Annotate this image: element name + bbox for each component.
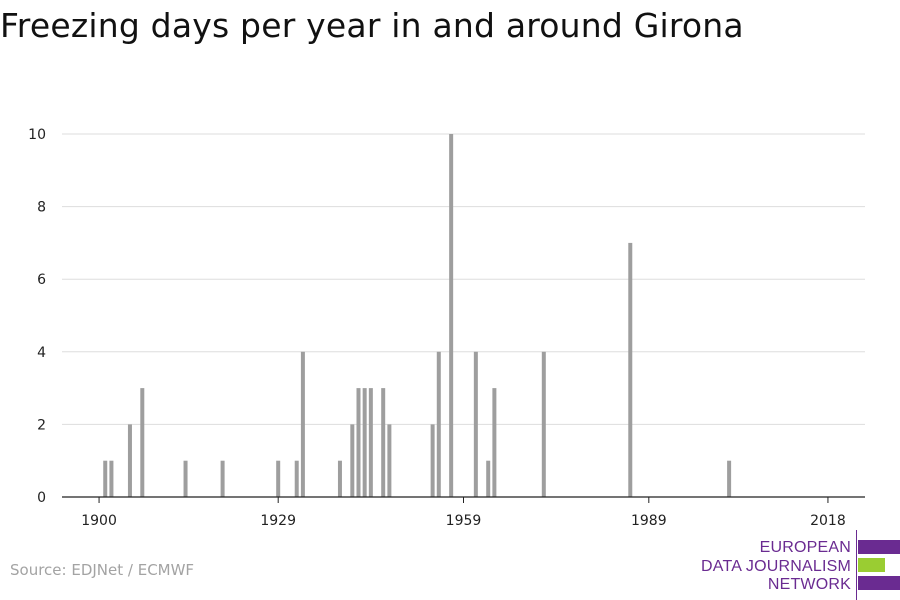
logo-divider [856, 530, 857, 600]
logo-line-3: NETWORK [767, 576, 851, 593]
y-tick-label: 6 [37, 272, 46, 288]
edjnet-logo[interactable]: EUROPEAN DATA JOURNALISM NETWORK [700, 530, 900, 600]
y-tick-label: 0 [37, 490, 46, 506]
bar [294, 460, 299, 497]
logo-line-1: EUROPEAN [759, 539, 851, 556]
x-tick-label: 1959 [446, 513, 482, 529]
x-tick-label: 1929 [260, 513, 296, 529]
logo-bar-middle [858, 558, 885, 572]
y-tick-label: 8 [37, 200, 46, 216]
bar [127, 424, 132, 497]
bar [368, 388, 373, 497]
y-tick-label: 10 [28, 127, 46, 143]
bar [220, 460, 225, 497]
bar [541, 351, 546, 497]
bar [387, 424, 392, 497]
bar [356, 388, 361, 497]
logo-bar-bottom [858, 576, 900, 590]
bar [362, 388, 367, 497]
bar [103, 460, 108, 497]
x-tick-label: 1900 [81, 513, 117, 529]
logo-text: EUROPEAN DATA JOURNALISM NETWORK [701, 539, 851, 595]
y-tick-label: 4 [37, 345, 46, 361]
bar [381, 388, 386, 497]
x-tick-label: 2018 [810, 513, 846, 529]
source-note: Source: EDJNet / ECMWF [10, 561, 195, 579]
bar [276, 460, 281, 497]
bar [727, 460, 732, 497]
x-axis: 1900 1929 1959 1989 2018 [62, 496, 865, 529]
bar [183, 460, 188, 497]
bar [486, 460, 491, 497]
bar [337, 460, 342, 497]
bar [430, 424, 435, 497]
bar [109, 460, 114, 497]
bar [473, 351, 478, 497]
bar [628, 242, 633, 497]
bar [436, 351, 441, 497]
chart-title: Freezing days per year in and around Gir… [0, 6, 744, 45]
y-tick-label: 2 [37, 417, 46, 433]
bar [300, 351, 305, 497]
y-axis-tick-labels: 0 2 4 6 8 10 [28, 127, 46, 506]
logo-line-2: DATA JOURNALISM [701, 557, 851, 575]
bar [449, 134, 454, 497]
bar [350, 424, 355, 497]
grid-lines [62, 133, 865, 425]
logo-bar-top [858, 540, 900, 554]
bar [492, 388, 497, 497]
bars [103, 134, 732, 497]
bar [140, 388, 145, 497]
x-tick-label: 1989 [631, 513, 667, 529]
